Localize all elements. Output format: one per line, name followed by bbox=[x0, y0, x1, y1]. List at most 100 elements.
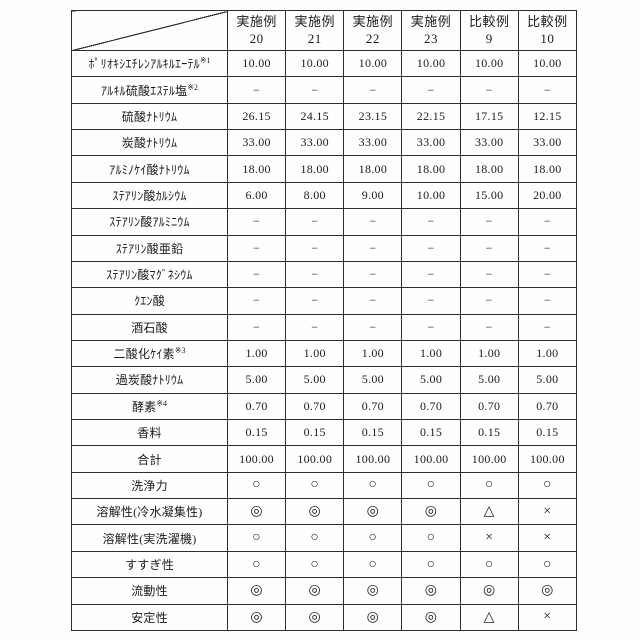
amount-cell: − bbox=[401, 234, 461, 262]
amount-cell: − bbox=[226, 260, 287, 289]
column-header: 実施例 21 bbox=[285, 10, 345, 51]
amount-cell: 9.00 bbox=[343, 181, 403, 210]
amount-cell: − bbox=[401, 208, 461, 236]
row-label: 香料 bbox=[71, 419, 228, 447]
amount-cell: 0.15 bbox=[401, 419, 461, 447]
table-row: ｽﾃｱﾘﾝ酸ｶﾙｼｳﾑ 6.00 8.00 9.00 10.00 15.00 20.00 bbox=[71, 181, 577, 210]
amount-cell: 1.00 bbox=[459, 339, 519, 368]
amount-cell: 1.00 bbox=[343, 339, 403, 368]
amount-cell: 22.15 bbox=[401, 102, 461, 131]
amount-cell: − bbox=[401, 260, 461, 289]
evaluation-symbol-cell: ◎ bbox=[343, 603, 403, 631]
row-label-text: ｱﾙﾐﾉｹｲ酸ﾅﾄﾘｳﾑ bbox=[109, 162, 190, 177]
evaluation-symbol-cell: ○ bbox=[285, 524, 345, 552]
amount-cell: − bbox=[226, 234, 287, 262]
evaluation-symbol-cell: ◎ bbox=[285, 498, 345, 526]
row-label-text: ﾎﾟﾘｵｷｼｴﾁﾚﾝｱﾙｷﾙｴｰﾃﾙ bbox=[88, 57, 200, 72]
row-label: 安定性 bbox=[71, 603, 228, 631]
evaluation-symbol-cell: × bbox=[517, 524, 577, 552]
amount-cell: 100.00 bbox=[459, 445, 519, 473]
amount-cell: 100.00 bbox=[517, 445, 577, 473]
column-header-type: 比較例 bbox=[468, 14, 510, 30]
evaluation-symbol-cell: △ bbox=[459, 603, 519, 631]
evaluation-symbol-cell: × bbox=[517, 603, 577, 631]
column-header-type: 実施例 bbox=[352, 14, 394, 30]
evaluation-symbol-cell: ○ bbox=[459, 550, 519, 579]
row-label: 二酸化ｹｲ素※3 bbox=[71, 339, 228, 368]
evaluation-symbol-cell: ○ bbox=[401, 471, 461, 500]
amount-cell: − bbox=[226, 76, 287, 104]
row-label: 溶解性(実洗濯機) bbox=[71, 524, 228, 552]
evaluation-symbol-cell: ○ bbox=[285, 471, 345, 500]
amount-cell: 10.00 bbox=[459, 49, 519, 78]
amount-cell: 10.00 bbox=[285, 49, 345, 78]
evaluation-symbol-cell: ○ bbox=[401, 524, 461, 552]
row-label-text: 香料 bbox=[137, 426, 162, 441]
amount-cell: − bbox=[459, 313, 519, 341]
table-row: ｽﾃｱﾘﾝ酸ﾏｸﾞﾈｼｳﾑ − − − − − − bbox=[71, 260, 577, 289]
amount-cell: 18.00 bbox=[226, 155, 287, 183]
amount-cell: 10.00 bbox=[343, 49, 403, 78]
row-label: 硫酸ﾅﾄﾘｳﾑ bbox=[71, 102, 228, 131]
amount-cell: − bbox=[517, 260, 577, 289]
footnote-marker: ※4 bbox=[156, 398, 168, 408]
amount-cell: − bbox=[343, 208, 403, 236]
amount-cell: 100.00 bbox=[226, 445, 287, 473]
amount-cell: − bbox=[285, 208, 345, 236]
row-label-text: ｱﾙｷﾙ硫酸ｴｽﾃﾙ塩 bbox=[101, 83, 188, 98]
footnote-marker: ※3 bbox=[174, 346, 186, 356]
row-label: 炭酸ﾅﾄﾘｳﾑ bbox=[71, 129, 228, 157]
row-label-text: 酒石酸 bbox=[131, 320, 168, 335]
table-row: 酒石酸 − − − − − − bbox=[71, 313, 577, 341]
amount-cell: 23.15 bbox=[343, 102, 403, 131]
amount-cell: − bbox=[226, 287, 287, 315]
table-row: 香料 0.15 0.15 0.15 0.15 0.15 0.15 bbox=[71, 419, 577, 447]
row-label: ﾎﾟﾘｵｷｼｴﾁﾚﾝｱﾙｷﾙｴｰﾃﾙ※1 bbox=[71, 49, 228, 78]
evaluation-symbol-cell: ◎ bbox=[343, 577, 403, 605]
evaluation-symbol-cell: × bbox=[517, 498, 577, 526]
row-label: 合計 bbox=[71, 445, 228, 473]
footnote-marker: ※1 bbox=[199, 56, 211, 66]
column-header-number: 20 bbox=[249, 30, 264, 46]
row-label: 洗浄力 bbox=[71, 471, 228, 500]
column-header: 実施例 20 bbox=[226, 10, 287, 51]
row-label-text: 二酸化ｹｲ素 bbox=[113, 347, 175, 362]
amount-cell: 1.00 bbox=[401, 339, 461, 368]
amount-cell: − bbox=[517, 208, 577, 236]
amount-cell: 0.15 bbox=[459, 419, 519, 447]
amount-cell: 26.15 bbox=[226, 102, 287, 131]
amount-cell: − bbox=[517, 234, 577, 262]
evaluation-symbol-cell: ◎ bbox=[226, 498, 287, 526]
row-label: 流動性 bbox=[71, 577, 228, 605]
amount-cell: 10.00 bbox=[401, 49, 461, 78]
row-label-text: 炭酸ﾅﾄﾘｳﾑ bbox=[121, 136, 178, 151]
amount-cell: 33.00 bbox=[401, 129, 461, 157]
evaluation-symbol-cell: ◎ bbox=[517, 577, 577, 605]
evaluation-symbol-cell: × bbox=[459, 524, 519, 552]
amount-cell: − bbox=[226, 208, 287, 236]
amount-cell: − bbox=[459, 234, 519, 262]
amount-cell: 1.00 bbox=[285, 339, 345, 368]
column-header-type: 比較例 bbox=[527, 14, 568, 30]
amount-cell: 10.00 bbox=[401, 181, 461, 210]
column-header-number: 22 bbox=[365, 30, 380, 46]
row-label-text: 合計 bbox=[137, 452, 162, 467]
table-row: ﾎﾟﾘｵｷｼｴﾁﾚﾝｱﾙｷﾙｴｰﾃﾙ※1 10.00 10.00 10.00 10.00… bbox=[71, 49, 577, 78]
amount-cell: − bbox=[343, 234, 403, 262]
table-row: ｽﾃｱﾘﾝ酸亜鉛 − − − − − − bbox=[71, 234, 577, 262]
amount-cell: 18.00 bbox=[401, 155, 461, 183]
row-label-text: ｽﾃｱﾘﾝ酸ﾏｸﾞﾈｼｳﾑ bbox=[106, 268, 193, 283]
row-label: 酒石酸 bbox=[71, 313, 228, 341]
evaluation-symbol-cell: ○ bbox=[517, 471, 577, 500]
table-row: 過炭酸ﾅﾄﾘｳﾑ 5.00 5.00 5.00 5.00 5.00 5.00 bbox=[71, 366, 577, 394]
amount-cell: 18.00 bbox=[343, 155, 403, 183]
amount-cell: 5.00 bbox=[226, 366, 287, 394]
corner-diagonal-cell bbox=[71, 10, 228, 51]
column-header: 比較例 10 bbox=[517, 10, 577, 51]
evaluation-symbol-cell: ◎ bbox=[285, 603, 345, 631]
table-row: 炭酸ﾅﾄﾘｳﾑ 33.00 33.00 33.00 33.00 33.00 33.00 bbox=[71, 129, 577, 157]
table-row: ｱﾙｷﾙ硫酸ｴｽﾃﾙ塩※2− − − − − − bbox=[71, 76, 577, 104]
evaluation-symbol-cell: ◎ bbox=[226, 603, 287, 631]
amount-cell: 0.70 bbox=[459, 392, 519, 421]
